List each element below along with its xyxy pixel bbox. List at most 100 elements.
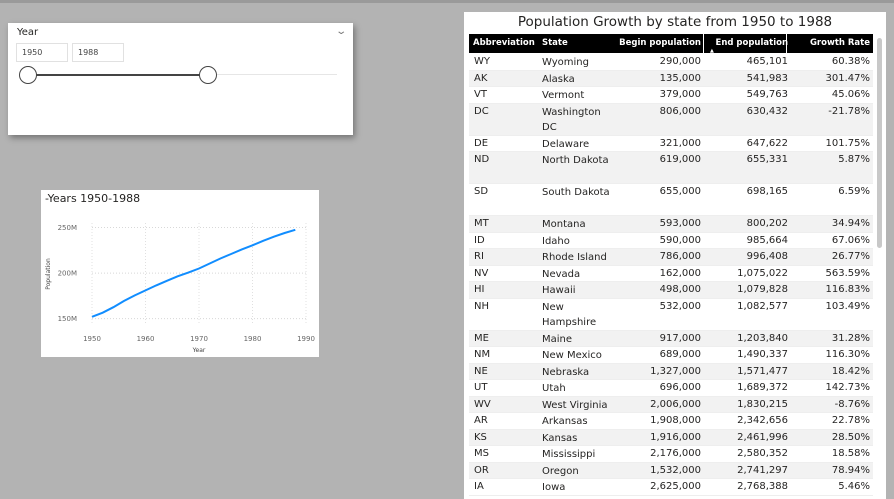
cell-growth-rate: 101.75%: [825, 137, 871, 149]
cell-state: Nebraska: [542, 366, 590, 378]
cell-growth-rate: 6.59%: [838, 186, 870, 197]
table-row[interactable]: VT Vermont 379,000 549,763 45.06%: [469, 87, 873, 104]
table-row[interactable]: NV Nevada 162,000 1,075,022 563.59%: [469, 266, 873, 282]
cell-growth-rate: 28.50%: [831, 431, 870, 443]
table-row[interactable]: AK Alaska 135,000 541,983 301.47%: [469, 70, 873, 87]
cell-state: Rhode Island: [542, 252, 607, 263]
cell-abbreviation: DE: [474, 137, 489, 149]
cell-abbreviation: NV: [474, 267, 489, 279]
cell-growth-rate: 103.49%: [825, 300, 871, 312]
slider-selected-range[interactable]: [28, 74, 209, 76]
cell-end-population: 1,079,828: [737, 284, 788, 295]
cell-abbreviation: MT: [474, 218, 489, 229]
table-row[interactable]: KS Kansas 1,916,000 2,461,996 28.50%: [469, 429, 873, 446]
table-row[interactable]: NE Nebraska 1,327,000 1,571,477 18.42%: [469, 363, 873, 380]
slider-end-handle[interactable]: [199, 66, 217, 84]
table-row[interactable]: RI Rhode Island 786,000 996,408 26.77%: [469, 249, 873, 266]
cell-end-population: 1,490,337: [737, 349, 788, 360]
vertical-scrollbar[interactable]: [874, 34, 884, 499]
cell-abbreviation: AR: [474, 415, 488, 426]
table-row[interactable]: WV West Virginia 2,006,000 1,830,215 -8.76%: [469, 396, 873, 413]
cell-end-population: 549,763: [746, 89, 788, 100]
cell-growth-rate: 22.78%: [831, 415, 870, 426]
table-row[interactable]: UT Utah 696,000 1,689,372 142.73%: [469, 380, 873, 397]
cell-begin-population: 696,000: [659, 382, 701, 393]
chart-title: -Years 1950-1988: [45, 192, 141, 205]
cell-begin-population: 2,625,000: [650, 481, 701, 492]
cell-begin-population: 135,000: [659, 72, 701, 84]
cell-begin-population: 806,000: [659, 105, 701, 117]
top-bar: [0, 0, 894, 3]
cell-end-population: 1,203,840: [737, 332, 788, 344]
cell-abbreviation: ND: [474, 154, 490, 165]
cell-growth-rate: 60.38%: [831, 56, 870, 67]
table-row[interactable]: NM New Mexico 689,000 1,490,337 116.30%: [469, 347, 873, 364]
population-table: Population Growth by state from 1950 to …: [464, 12, 886, 499]
cell-abbreviation: OR: [474, 464, 489, 476]
table-row[interactable]: AR Arkansas 1,908,000 2,342,656 22.78%: [469, 413, 873, 430]
end-year-input[interactable]: 1988: [72, 43, 124, 62]
cell-abbreviation: MS: [474, 448, 489, 459]
cell-state: Oregon: [542, 465, 579, 477]
scrollbar-thumb[interactable]: [877, 38, 882, 248]
start-year-input[interactable]: 1950: [16, 43, 68, 62]
cell-growth-rate: 5.46%: [838, 481, 870, 492]
x-axis-label: Year: [192, 347, 206, 354]
column-separator: [786, 34, 787, 53]
table-row[interactable]: OR Oregon 1,532,000 2,741,297 78.94%: [469, 462, 873, 479]
cell-state: Iowa: [542, 482, 566, 493]
cell-state: Delaware: [542, 138, 590, 150]
x-tick-label: 1960: [137, 335, 155, 343]
cell-growth-rate: 563.59%: [825, 267, 871, 279]
cell-end-population: 985,664: [746, 234, 788, 246]
cell-abbreviation: UT: [474, 382, 488, 393]
table-row[interactable]: NH New Hampshire 532,000 1,082,577 103.49%: [469, 299, 873, 331]
table-row[interactable]: DE Delaware 321,000 647,622 101.75%: [469, 136, 873, 152]
table-row[interactable]: SD South Dakota 655,000 698,165 6.59%: [469, 184, 873, 216]
cell-end-population: 647,622: [746, 137, 788, 149]
cell-growth-rate: 26.77%: [831, 251, 870, 262]
header-abbreviation[interactable]: Abbreviation: [473, 38, 535, 48]
y-axis-label: Population: [45, 258, 52, 290]
cell-state: Utah: [542, 383, 566, 394]
table-row[interactable]: ND North Dakota 619,000 655,331 5.87%: [469, 152, 873, 184]
table-row[interactable]: MT Montana 593,000 800,202 34.94%: [469, 216, 873, 233]
cell-abbreviation: RI: [474, 251, 484, 262]
x-tick-label: 1990: [297, 335, 315, 343]
cell-abbreviation: KS: [474, 431, 487, 443]
header-state[interactable]: State: [542, 38, 568, 48]
header-begin-population[interactable]: Begin population: [619, 38, 701, 48]
table-row[interactable]: DC Washington DC 806,000 630,432 -21.78%: [469, 103, 873, 136]
table-row[interactable]: ME Maine 917,000 1,203,840 31.28%: [469, 330, 873, 347]
cell-growth-rate: 142.73%: [825, 382, 871, 393]
table-row[interactable]: IA Iowa 2,625,000 2,768,388 5.46%: [469, 479, 873, 496]
x-tick-label: 1980: [244, 335, 262, 343]
cell-end-population: 2,342,656: [737, 415, 788, 426]
table-row[interactable]: HI Hawaii 498,000 1,079,828 116.83%: [469, 282, 873, 299]
cell-abbreviation: NM: [474, 349, 491, 360]
cell-begin-population: 1,916,000: [650, 431, 701, 443]
cell-end-population: 465,101: [746, 56, 788, 67]
cell-end-population: 541,983: [746, 72, 788, 84]
cell-begin-population: 379,000: [659, 89, 701, 100]
y-tick-label: 200M: [58, 270, 77, 278]
header-end-population[interactable]: End population: [715, 38, 788, 48]
cell-end-population: 1,075,022: [737, 267, 788, 279]
slicer-title: Year: [17, 27, 39, 38]
cell-state: Kansas: [542, 432, 578, 444]
chevron-down-icon[interactable]: ⌄: [334, 26, 347, 37]
cell-state: Mississippi: [542, 449, 596, 460]
cell-abbreviation: NE: [474, 365, 488, 377]
cell-growth-rate: 45.06%: [831, 89, 870, 100]
population-line-chart: 150M 200M 250M 1950 1960 1970 1980 1990 Year Po…: [41, 190, 319, 357]
cell-growth-rate: 5.87%: [838, 154, 870, 165]
sort-ascending-icon[interactable]: ▲: [710, 48, 714, 54]
cell-begin-population: 2,006,000: [650, 398, 701, 410]
cell-state: New Mexico: [542, 350, 602, 361]
table-row[interactable]: ID Idaho 590,000 985,664 67.06%: [469, 233, 873, 249]
header-growth-rate[interactable]: Growth Rate: [809, 38, 870, 48]
table-row[interactable]: MS Mississippi 2,176,000 2,580,352 18.58%: [469, 446, 873, 463]
slider-start-handle[interactable]: [19, 66, 37, 84]
table-header: Abbreviation State Begin population End …: [469, 34, 873, 54]
table-row[interactable]: WY Wyoming 290,000 465,101 60.38%: [469, 54, 873, 71]
